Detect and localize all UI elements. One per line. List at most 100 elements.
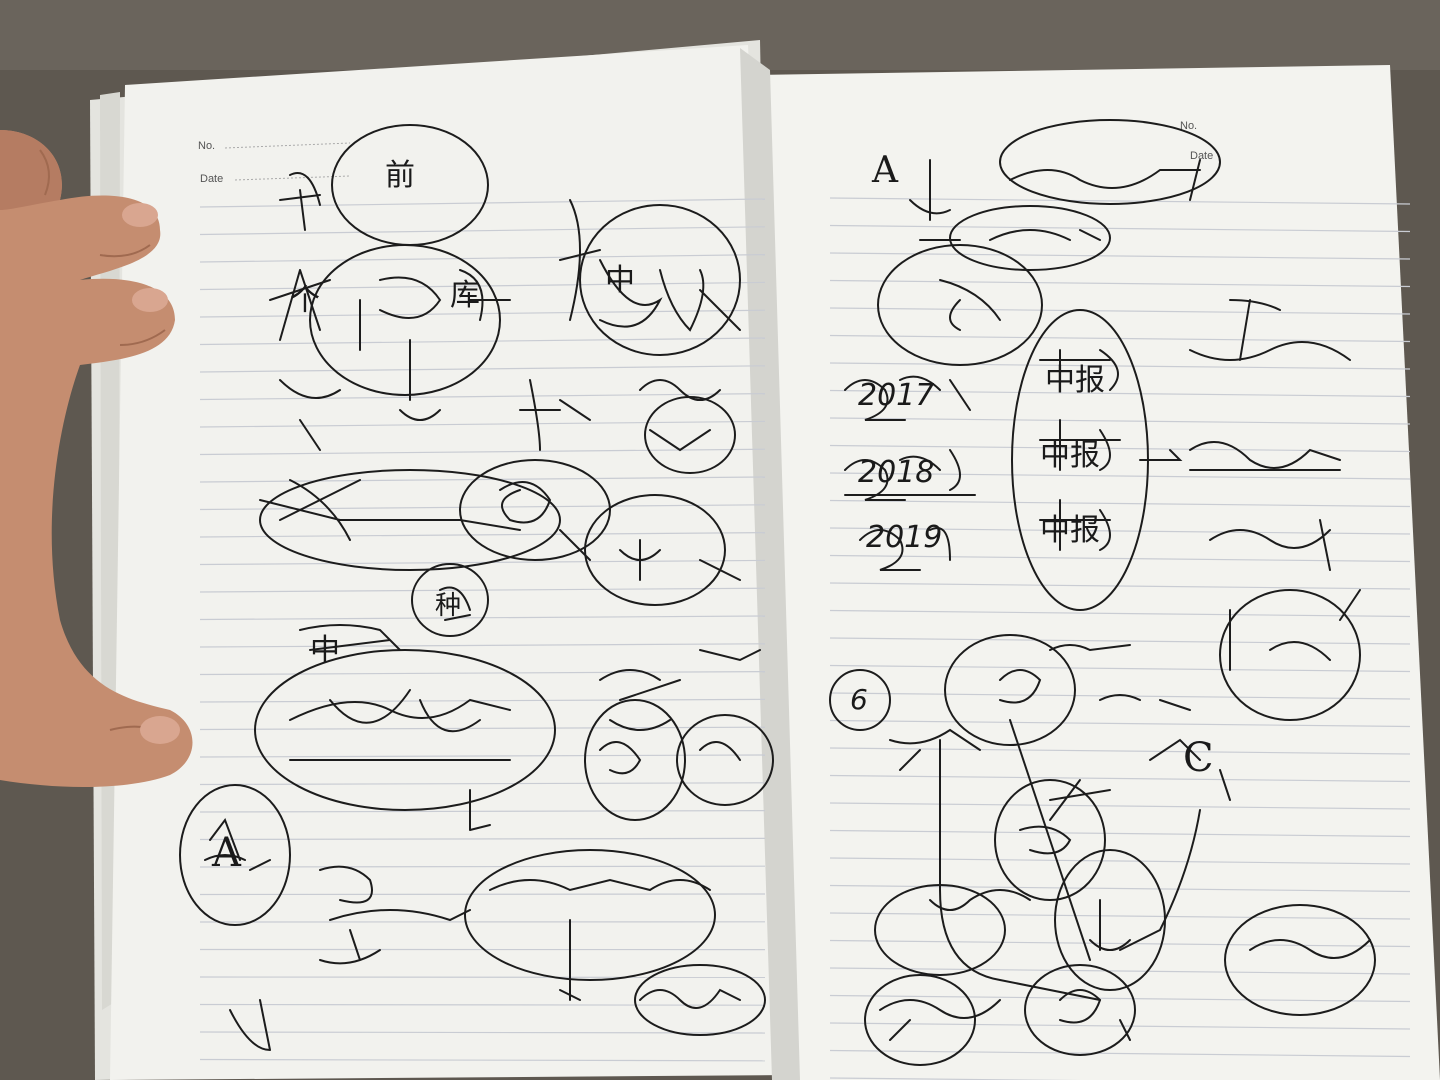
note-text: 个	[290, 283, 320, 318]
circle-mark	[259, 469, 561, 571]
rule-line	[199, 254, 766, 263]
rule-line	[829, 637, 1411, 645]
rule-line	[199, 365, 766, 373]
rule-line	[829, 554, 1411, 563]
hand	[0, 130, 193, 787]
rule-line	[829, 857, 1411, 865]
circle-mark	[877, 244, 1043, 366]
note-text: 2017	[858, 378, 935, 413]
rule-line	[199, 226, 766, 236]
right-page	[752, 65, 1440, 1080]
note-text: 2019	[866, 520, 943, 555]
rule-line	[829, 362, 1411, 370]
rule-line	[199, 531, 766, 538]
note-text: 中	[310, 633, 340, 668]
rule-line	[829, 224, 1411, 233]
note-text: 中	[605, 263, 635, 298]
rule-line	[199, 337, 766, 346]
rule-line	[829, 609, 1411, 618]
rule-line	[829, 802, 1411, 810]
circle-mark	[999, 119, 1221, 205]
circle-mark	[579, 204, 741, 356]
rule-line	[199, 448, 766, 456]
right-no-label: No.	[1180, 120, 1198, 132]
circle-mark	[584, 494, 726, 606]
rule-line	[199, 670, 766, 676]
rule-line	[829, 1049, 1411, 1058]
right-date-label: Date	[1190, 150, 1214, 162]
note-text: 2018	[858, 455, 935, 490]
rule-line	[829, 719, 1411, 728]
note-text: A	[872, 150, 898, 191]
rule-line	[829, 994, 1411, 1003]
rule-line	[829, 774, 1411, 783]
rule-line	[829, 829, 1411, 838]
right-page-rules	[829, 197, 1411, 1080]
circle-mark	[829, 669, 891, 731]
rule-line	[199, 1003, 766, 1006]
note-text: 种	[435, 591, 462, 621]
rule-line	[829, 1077, 1082, 1080]
circle-mark	[464, 849, 716, 981]
note-text: 中报	[1040, 438, 1100, 473]
rule-line	[829, 279, 1411, 288]
rule-line	[829, 197, 1411, 205]
note-text: 中报	[1045, 363, 1105, 398]
rule-line	[199, 643, 766, 648]
rule-line	[829, 389, 1411, 398]
note-text: 中报	[1040, 513, 1100, 548]
rule-line	[199, 309, 766, 318]
left-page-rules	[199, 198, 766, 1062]
rule-line	[829, 417, 1411, 425]
circle-mark	[864, 974, 976, 1066]
rule-line	[829, 967, 1411, 975]
note-text: 库	[450, 278, 480, 313]
circle-mark	[634, 964, 766, 1036]
circle-mark	[179, 784, 291, 926]
circle-mark	[944, 634, 1076, 746]
rule-line	[829, 307, 1411, 315]
left-date-label: Date	[200, 173, 224, 185]
circle-mark	[1224, 904, 1376, 1016]
rule-line	[199, 198, 766, 208]
left-no-label: No.	[198, 140, 216, 152]
circle-mark	[1219, 589, 1361, 721]
note-text: 6	[850, 683, 868, 716]
rule-line	[199, 587, 766, 593]
rule-line	[199, 809, 766, 813]
rule-line	[829, 252, 1411, 260]
rule-line	[199, 726, 766, 731]
circle-mark	[949, 205, 1111, 271]
rule-line	[199, 865, 766, 868]
circle-mark	[1024, 964, 1136, 1056]
rule-line	[199, 1031, 766, 1034]
rule-line	[829, 472, 1411, 480]
rule-line	[199, 698, 766, 703]
note-text: C	[1183, 735, 1214, 781]
rule-line	[829, 912, 1411, 920]
rule-line	[829, 939, 1411, 948]
note-text: 前	[385, 158, 415, 193]
rule-line	[199, 1058, 766, 1062]
rule-line	[199, 393, 766, 401]
circle-mark	[309, 244, 501, 396]
circle-mark	[584, 699, 686, 821]
rule-line	[829, 499, 1411, 508]
right-page-handwriting	[829, 119, 1376, 1066]
circle-mark	[994, 779, 1106, 901]
rule-line	[829, 527, 1411, 535]
circle-mark	[459, 459, 611, 561]
rule-line	[199, 420, 766, 428]
rule-line	[829, 747, 1411, 755]
rule-line	[829, 664, 1411, 673]
left-page-handwriting	[179, 124, 774, 1051]
note-text: A	[212, 830, 241, 876]
circle-mark	[411, 563, 489, 637]
rule-line	[829, 582, 1411, 590]
rule-line	[199, 893, 766, 896]
rule-line	[199, 754, 766, 758]
rule-line	[199, 559, 766, 566]
circle-mark	[676, 714, 774, 806]
rule-line	[199, 837, 766, 841]
